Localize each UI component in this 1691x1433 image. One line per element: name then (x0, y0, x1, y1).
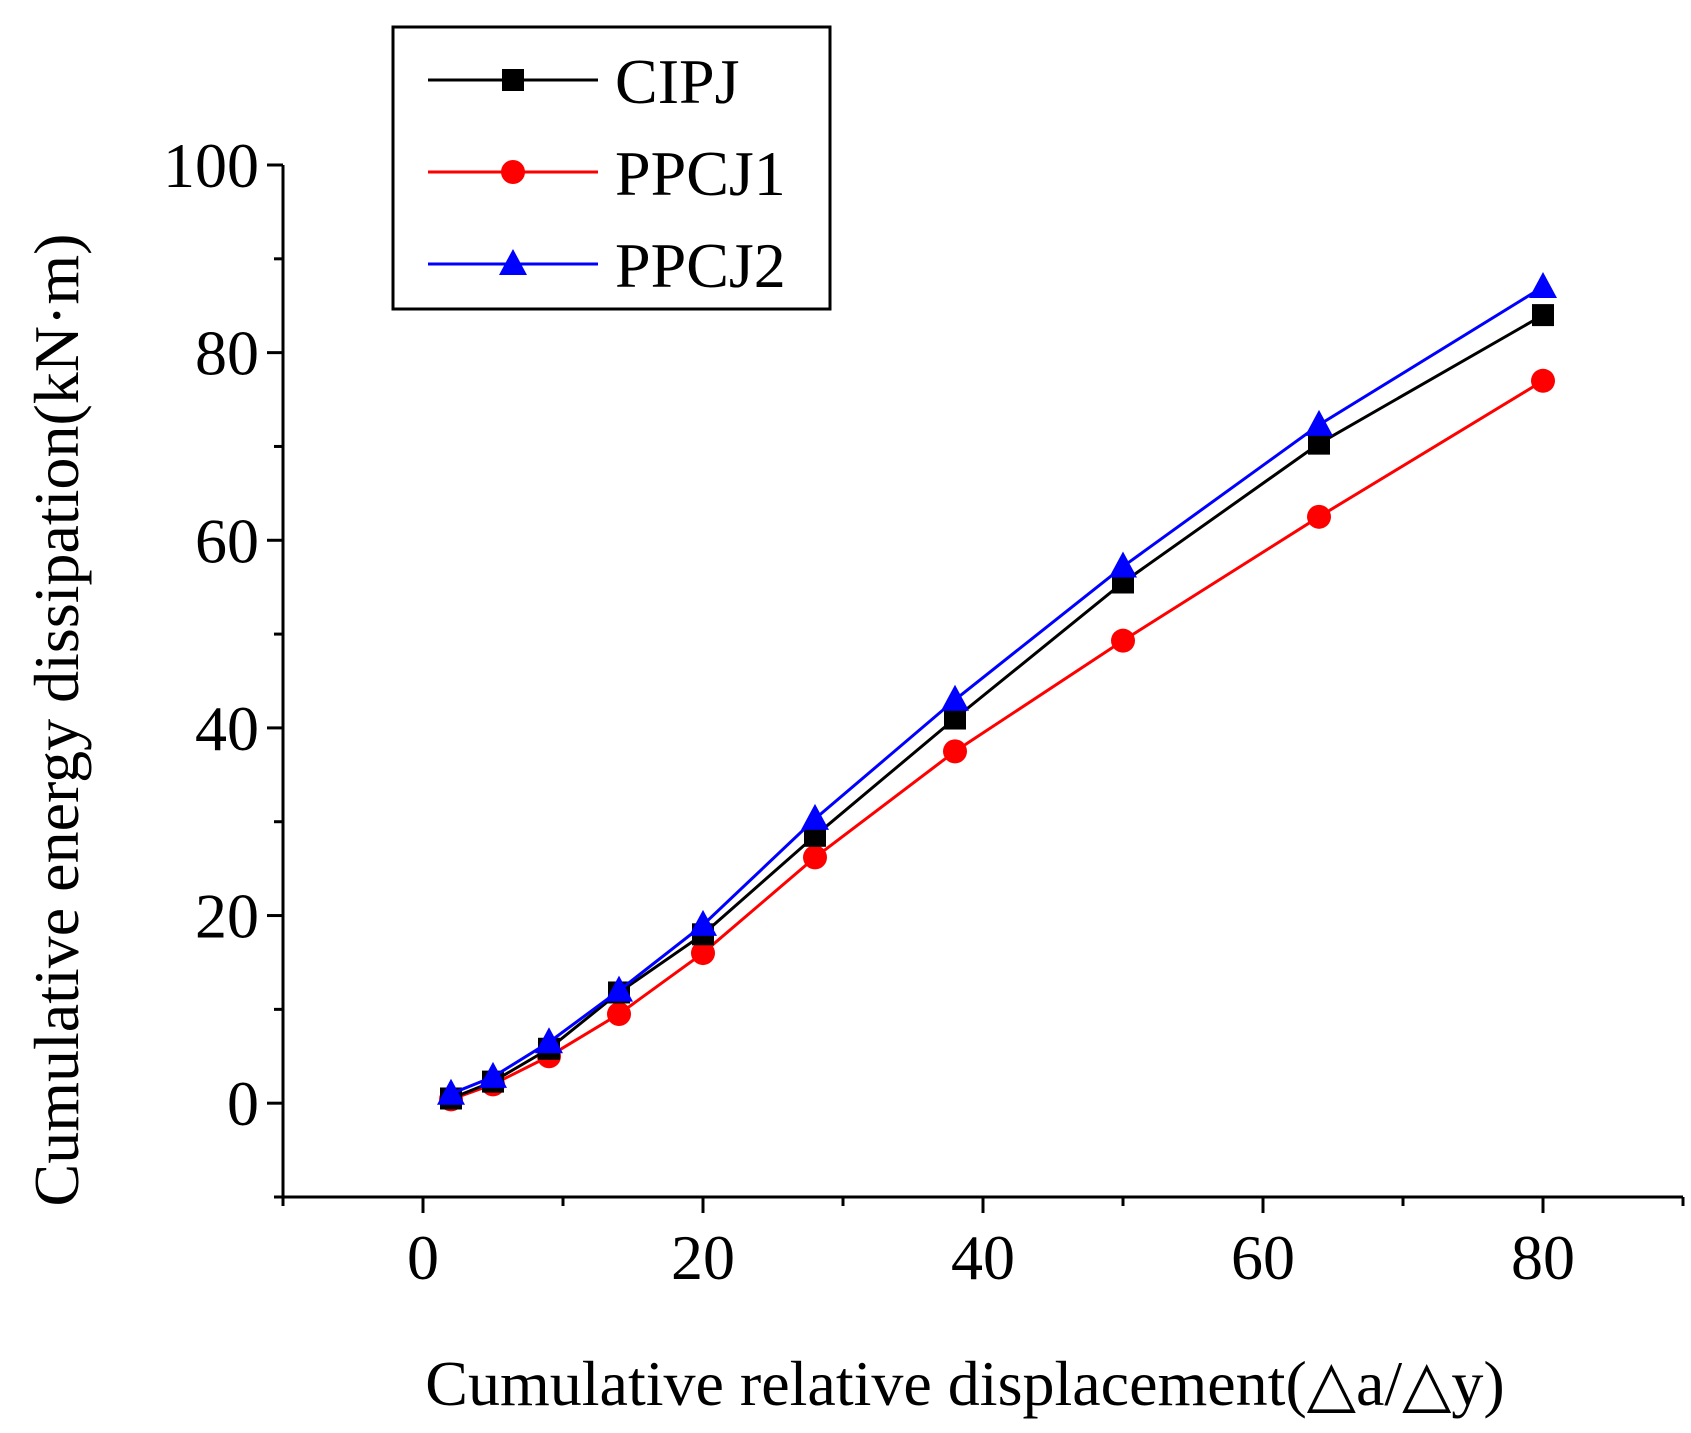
x-tick-label: 0 (407, 1222, 439, 1293)
data-point-cipj (1308, 432, 1330, 455)
legend-marker-cipj (502, 69, 524, 91)
data-point-cipj (804, 824, 826, 847)
data-point-cipj (944, 707, 966, 730)
data-point-ppcj2 (605, 975, 633, 1002)
x-tick-label: 60 (1231, 1222, 1295, 1293)
legend-marker-ppcj2 (499, 249, 527, 275)
data-point-ppcj2 (479, 1061, 507, 1088)
y-tick-label: 80 (195, 318, 259, 389)
legend-item-ppcj2: PPCJ2 (428, 230, 786, 301)
x-tick-label: 80 (1511, 1222, 1575, 1293)
data-point-ppcj1 (1111, 628, 1135, 653)
y-tick-label: 100 (163, 130, 259, 201)
data-point-ppcj2 (941, 684, 969, 711)
x-tick-label: 40 (951, 1222, 1015, 1293)
data-point-ppcj1 (607, 1002, 631, 1027)
y-tick-label: 40 (195, 693, 259, 764)
legend-box (391, 25, 832, 311)
data-point-ppcj2 (1529, 271, 1557, 298)
data-point-ppcj2 (1109, 551, 1137, 578)
data-point-ppcj2 (1305, 409, 1333, 436)
legend-label-ppcj1: PPCJ1 (615, 138, 786, 209)
series-line-ppcj1 (450, 379, 1544, 1101)
y-tick-label: 60 (195, 505, 259, 576)
x-axis-title: Cumulative relative displacement(△a/△y) (425, 1348, 1504, 1419)
data-point-ppcj1 (803, 845, 827, 870)
data-point-ppcj2 (801, 803, 829, 830)
data-point-ppcj1 (1307, 504, 1331, 529)
data-point-ppcj1 (691, 941, 715, 966)
x-tick-label: 20 (671, 1222, 735, 1293)
y-tick-label: 0 (227, 1068, 259, 1139)
legend-label-ppcj2: PPCJ2 (615, 230, 786, 301)
legend-item-ppcj1: PPCJ1 (428, 138, 786, 209)
data-point-ppcj1 (943, 739, 967, 764)
data-point-ppcj2 (437, 1078, 465, 1105)
axes: 0 20 40 60 80 100 0 20 40 60 80 (163, 130, 1685, 1293)
series-cipj (440, 304, 1554, 1110)
data-point-ppcj2 (689, 909, 717, 936)
series-line-ppcj2 (450, 285, 1544, 1096)
legend-label-cipj: CIPJ (615, 46, 740, 117)
data-point-ppcj1 (1531, 368, 1555, 393)
data-point-cipj (1532, 304, 1554, 327)
data-point-ppcj2 (535, 1027, 563, 1054)
series-layer (437, 271, 1557, 1112)
legend-item-cipj: CIPJ (428, 46, 740, 117)
legend: CIPJ PPCJ1 PPCJ2 (391, 25, 832, 311)
series-ppcj2 (437, 271, 1557, 1105)
y-tick-label: 20 (195, 881, 259, 952)
legend-marker-ppcj1 (501, 160, 525, 184)
series-line-cipj (450, 313, 1544, 1100)
y-axis-title: Cumulative energy dissipation(kN·m) (21, 234, 92, 1207)
